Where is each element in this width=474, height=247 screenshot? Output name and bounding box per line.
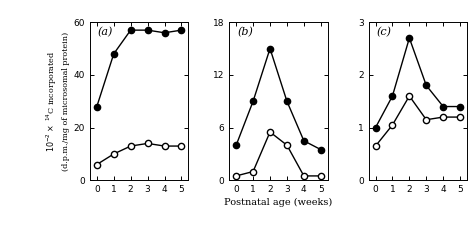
X-axis label: Postnatal age (weeks): Postnatal age (weeks) (224, 198, 333, 207)
Text: (b): (b) (237, 27, 253, 37)
Y-axis label: $10^{-2} \times$ $^{14}$C incorporated
(d.p.m./mg of microsomal protein): $10^{-2} \times$ $^{14}$C incorporated (… (44, 32, 70, 171)
Text: (a): (a) (98, 27, 113, 37)
Text: (c): (c) (377, 27, 392, 37)
